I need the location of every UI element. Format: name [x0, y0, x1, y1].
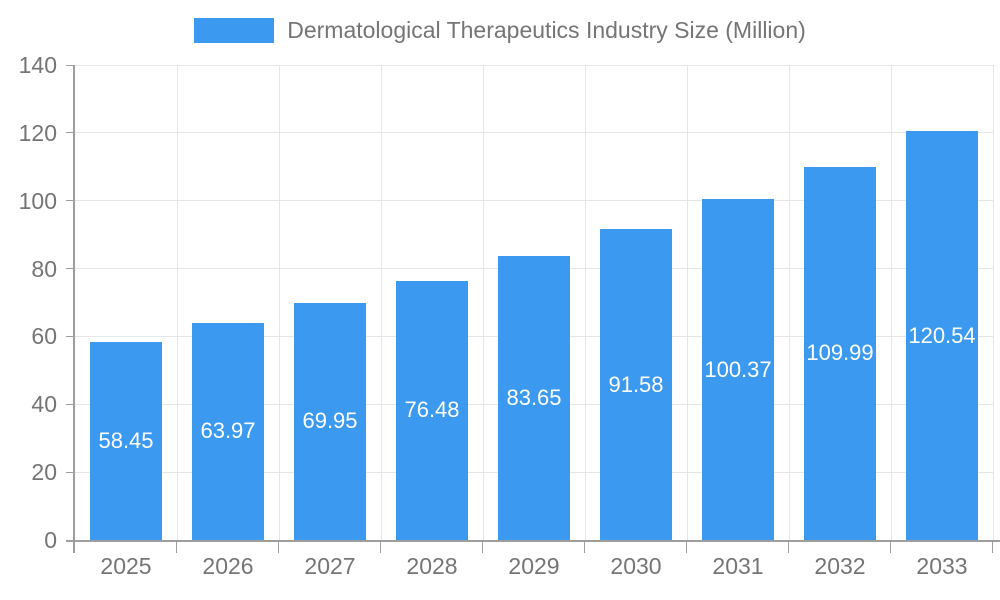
- y-tick: [66, 200, 74, 202]
- bar[interactable]: 58.45: [90, 341, 162, 540]
- legend-swatch-icon: [194, 18, 275, 43]
- x-tick: [686, 540, 687, 553]
- x-tick-label: 2033: [916, 553, 968, 579]
- x-gridline: [890, 65, 892, 540]
- bar[interactable]: 76.48: [396, 280, 468, 540]
- bar-value-label: 58.45: [98, 427, 154, 453]
- x-gridline: [278, 65, 280, 540]
- y-tick-label: 120: [18, 119, 57, 146]
- bar-value-label: 91.58: [608, 371, 664, 397]
- x-tick: [584, 540, 585, 553]
- bar-value-label: 63.97: [200, 418, 256, 444]
- x-tick-label: 2031: [712, 553, 764, 579]
- x-tick-label: 2029: [508, 553, 560, 579]
- x-gridline: [992, 65, 994, 540]
- x-tick: [788, 540, 789, 553]
- bar-value-label: 120.54: [908, 322, 976, 348]
- x-tick-label: 2030: [610, 553, 662, 579]
- x-gridline: [380, 65, 382, 540]
- legend-label: Dermatological Therapeutics Industry Siz…: [287, 17, 806, 43]
- x-gridline: [788, 65, 790, 540]
- y-tick: [66, 403, 74, 405]
- x-gridline: [482, 65, 484, 540]
- y-axis-line: [73, 65, 75, 553]
- x-tick-label: 2032: [814, 553, 866, 579]
- y-gridline: [75, 200, 993, 202]
- x-gridline: [584, 65, 586, 540]
- y-tick: [66, 64, 74, 66]
- x-tick: [278, 540, 279, 553]
- y-tick-label: 40: [31, 391, 57, 418]
- bar-value-label: 100.37: [704, 356, 772, 382]
- x-tick-label: 2026: [202, 553, 254, 579]
- bar[interactable]: 91.58: [600, 229, 672, 540]
- y-gridline: [75, 132, 993, 134]
- x-gridline: [176, 65, 178, 540]
- bar[interactable]: 100.37: [702, 199, 774, 540]
- y-tick: [66, 268, 74, 270]
- x-tick: [380, 540, 381, 553]
- plot-area: 58.45 63.97 69.95 76.48 83.65 91.58 100.37 109.…: [75, 64, 994, 540]
- y-tick-label: 100: [18, 187, 57, 214]
- bar[interactable]: 109.99: [804, 166, 876, 540]
- y-tick: [66, 471, 74, 473]
- bar[interactable]: 120.54: [906, 131, 978, 540]
- y-tick: [66, 132, 74, 134]
- x-tick-label: 2025: [100, 553, 152, 579]
- y-tick: [66, 335, 74, 337]
- x-tick-label: 2028: [406, 553, 458, 579]
- bar[interactable]: 69.95: [294, 302, 366, 540]
- y-tick-label: 0: [44, 527, 57, 553]
- bar[interactable]: 63.97: [192, 322, 264, 540]
- bar-value-label: 83.65: [506, 385, 562, 411]
- y-tick-label: 80: [31, 255, 57, 282]
- y-tick-label: 60: [31, 323, 57, 350]
- x-axis-line: [66, 540, 1000, 542]
- bar-value-label: 76.48: [404, 397, 460, 423]
- x-gridline: [686, 65, 688, 540]
- x-tick: [992, 540, 993, 553]
- x-tick: [482, 540, 483, 553]
- y-tick-label: 20: [31, 459, 57, 486]
- x-tick-label: 2027: [304, 553, 356, 579]
- x-tick: [890, 540, 891, 553]
- bar-value-label: 69.95: [302, 408, 358, 434]
- legend[interactable]: Dermatological Therapeutics Industry Siz…: [0, 17, 1000, 44]
- bar[interactable]: 83.65: [498, 256, 570, 540]
- bar-value-label: 109.99: [806, 340, 874, 366]
- y-gridline: [75, 64, 993, 66]
- y-tick-label: 140: [18, 52, 57, 78]
- x-tick: [176, 540, 177, 553]
